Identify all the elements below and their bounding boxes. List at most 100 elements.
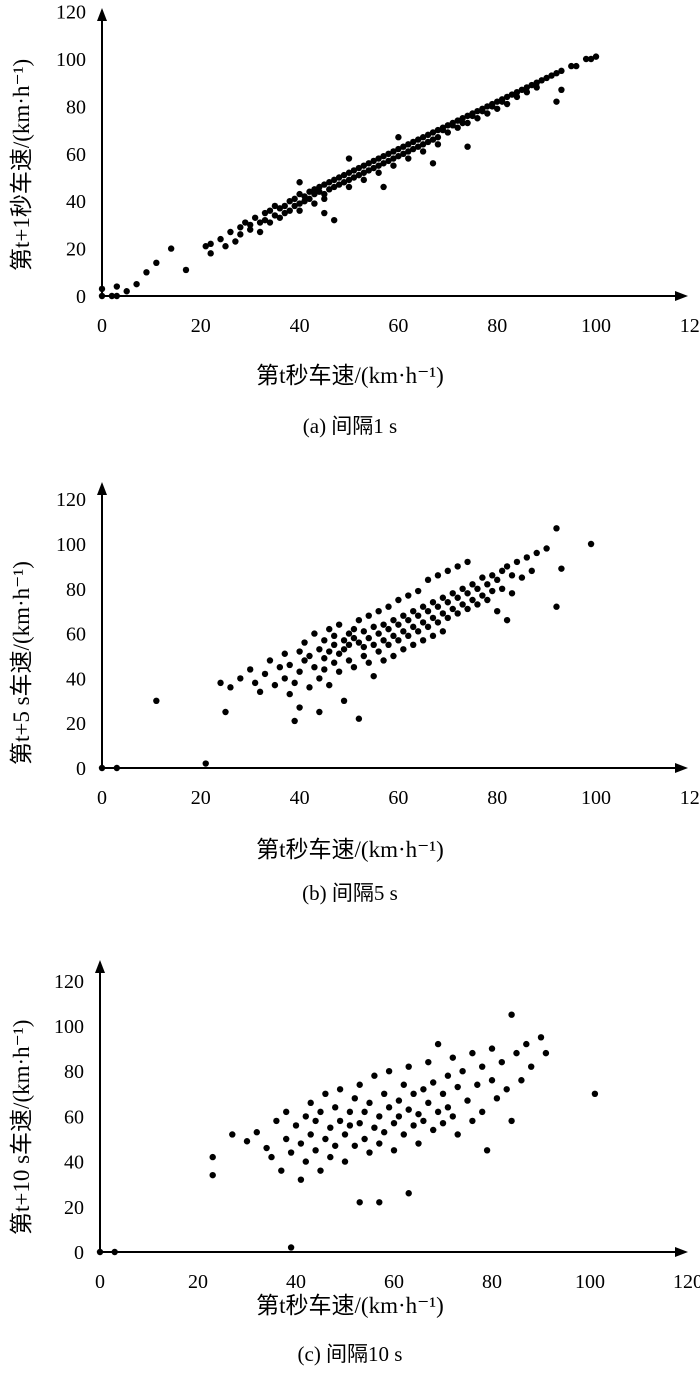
scatter-point xyxy=(321,195,328,203)
scatter-point xyxy=(434,141,442,148)
scatter-point xyxy=(558,565,565,572)
scatter-point xyxy=(400,143,407,150)
scatter-point xyxy=(414,587,422,595)
scatter-point xyxy=(340,171,348,179)
scatter-point xyxy=(345,169,353,176)
scatter-point xyxy=(296,668,303,675)
scatter-point xyxy=(370,641,377,648)
scatter-point xyxy=(261,670,269,678)
scatter-point xyxy=(207,250,214,257)
scatter-point xyxy=(355,715,363,722)
scatter-point xyxy=(405,632,412,640)
scatter-point xyxy=(494,608,501,615)
scatter-point xyxy=(449,122,456,129)
scatter-point xyxy=(444,599,451,606)
y-tick-label: 100 xyxy=(56,534,86,556)
scatter-point xyxy=(209,1153,216,1161)
scatter-point xyxy=(380,183,387,191)
y-axis-arrow xyxy=(97,482,107,495)
scatter-point xyxy=(414,136,422,143)
y-tick-label: 80 xyxy=(64,1061,84,1083)
y-tick-label: 100 xyxy=(56,49,86,71)
scatter-point xyxy=(415,1110,422,1118)
scatter-point xyxy=(484,103,491,110)
scatter-point xyxy=(381,1090,388,1097)
scatter-point xyxy=(425,1058,432,1066)
scatter-point xyxy=(360,162,368,169)
scatter-point xyxy=(366,1149,373,1156)
scatter-point xyxy=(573,62,580,70)
scatter-point xyxy=(429,614,437,622)
scatter-point xyxy=(390,652,397,660)
y-tick-label: 40 xyxy=(64,1152,84,1174)
x-tick-label: 120 xyxy=(680,315,700,337)
scatter-point xyxy=(227,684,234,691)
scatter-point xyxy=(508,1117,515,1125)
scatter-point xyxy=(513,93,521,101)
scatter-point xyxy=(508,91,516,98)
scatter-point xyxy=(321,666,328,673)
scatter-point xyxy=(316,646,323,653)
scatter-point xyxy=(98,285,106,293)
scatter-point xyxy=(503,93,511,101)
scatter-point xyxy=(415,1140,422,1147)
scatter-point xyxy=(311,186,318,193)
scatter-point xyxy=(261,216,269,224)
scatter-point xyxy=(414,143,422,150)
scatter-point xyxy=(108,292,116,300)
scatter-point xyxy=(317,1108,324,1116)
scatter-point xyxy=(454,594,461,601)
scatter-point xyxy=(459,1068,466,1075)
y-axis-label-a: 第t+1秒车速/(km·h⁻¹) xyxy=(9,58,34,271)
scatter-point xyxy=(167,245,175,252)
scatter-point xyxy=(385,625,392,633)
scatter-point xyxy=(474,107,481,115)
scatter-point xyxy=(345,176,353,184)
x-tick-label: 40 xyxy=(290,315,310,337)
scatter-point xyxy=(518,86,526,94)
x-tick-label: 20 xyxy=(191,787,211,809)
scatter-point xyxy=(209,1171,216,1179)
scatter-point xyxy=(311,200,318,207)
scatter-point xyxy=(350,625,358,633)
scatter-point xyxy=(306,188,313,195)
scatter-point xyxy=(327,1153,334,1161)
scatter-point xyxy=(592,53,600,60)
scatter-point xyxy=(469,581,476,588)
scatter-point xyxy=(281,202,288,210)
scatter-point xyxy=(326,648,333,655)
scatter-point xyxy=(311,190,318,198)
scatter-point xyxy=(395,621,402,628)
scatter-point xyxy=(419,619,427,626)
scatter-point xyxy=(326,186,333,193)
y-tick-label: 0 xyxy=(74,1242,84,1264)
scatter-point xyxy=(365,160,372,167)
scatter-point xyxy=(503,100,511,108)
scatter-point xyxy=(405,155,412,162)
scatter-point xyxy=(425,1099,432,1107)
scatter-point xyxy=(360,628,368,635)
scatter-point xyxy=(330,176,338,184)
scatter-point xyxy=(266,657,274,664)
scatter-point xyxy=(414,628,422,635)
scatter-point xyxy=(375,608,382,615)
scatter-point xyxy=(488,1045,496,1052)
scatter-point xyxy=(321,181,328,188)
x-axis-arrow xyxy=(675,763,688,773)
scatter-point xyxy=(439,1090,447,1097)
scatter-point xyxy=(346,1108,354,1116)
scatter-point xyxy=(202,760,209,767)
scatter-point xyxy=(291,717,298,725)
scatter-point xyxy=(307,1131,314,1138)
scatter-point xyxy=(479,1063,486,1070)
scatter-point xyxy=(434,619,442,626)
scatter-point xyxy=(276,214,284,221)
scatter-point xyxy=(390,632,397,640)
scatter-point xyxy=(278,1167,285,1174)
y-tick-label: 0 xyxy=(76,758,86,780)
scatter-point xyxy=(256,219,264,226)
y-tick-label: 120 xyxy=(56,489,86,511)
scatter-point xyxy=(395,1097,403,1104)
scatter-point xyxy=(380,160,387,167)
x-tick-label: 120 xyxy=(673,1271,700,1293)
